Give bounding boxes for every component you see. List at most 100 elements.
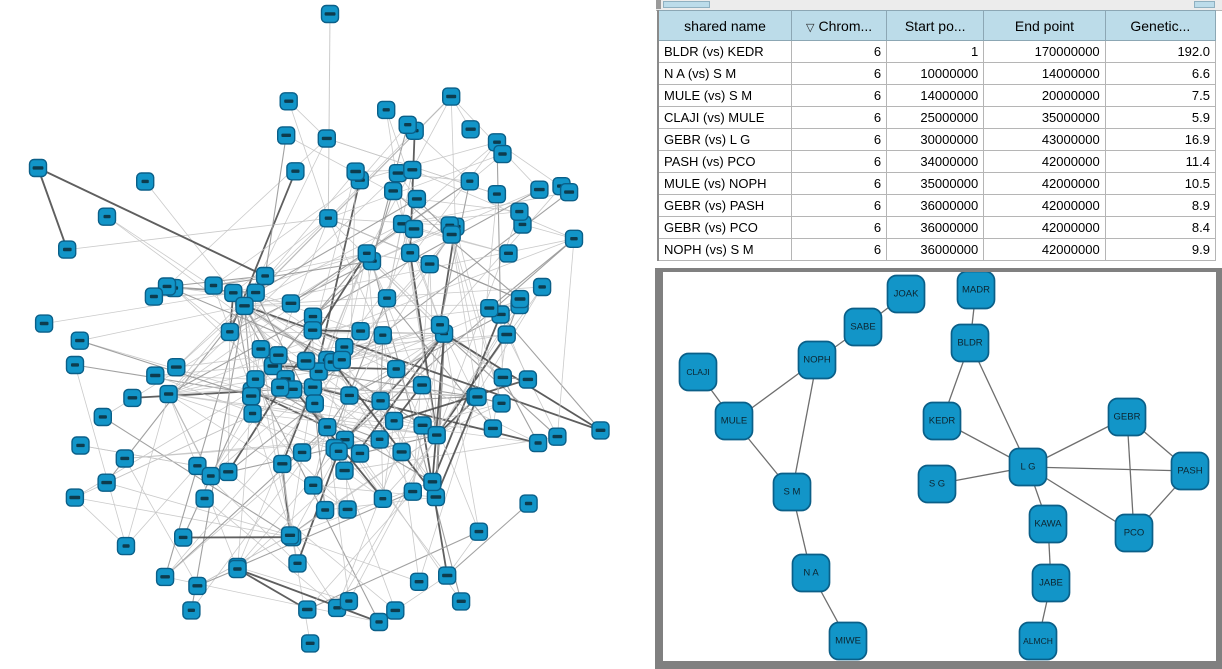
subnetwork-canvas[interactable]: JOAK MADR SABE BLDR NOPH CLAJI GEBR KEDR MULE L G… [663,272,1216,661]
network-edge[interactable] [386,169,413,299]
network-edge[interactable] [312,386,476,398]
network-edge[interactable] [500,314,504,378]
network-node[interactable] [97,473,116,492]
network-node[interactable] [480,299,499,318]
network-edge[interactable] [382,420,395,499]
network-node[interactable] [564,229,584,249]
subnetwork-node-pash[interactable]: PASH [1170,451,1210,491]
network-edge[interactable] [102,416,293,538]
network-node[interactable] [65,488,85,507]
network-edge[interactable] [237,568,308,611]
network-edge[interactable] [176,305,245,368]
network-node[interactable] [303,321,322,340]
network-node[interactable] [377,100,396,120]
subnetwork-edge[interactable] [969,342,1029,468]
network-node[interactable] [493,144,512,164]
network-node[interactable] [228,559,247,579]
network-node[interactable] [135,172,155,191]
network-edge[interactable] [168,189,540,395]
network-node[interactable] [34,314,54,333]
network-edge[interactable] [344,436,558,472]
network-node[interactable] [339,592,359,611]
network-edge[interactable] [252,218,329,414]
network-node[interactable] [469,522,489,541]
network-edge[interactable] [344,334,507,348]
network-edge[interactable] [386,297,494,429]
network-node[interactable] [413,416,432,435]
network-node[interactable] [115,449,135,468]
network-node[interactable] [292,443,312,462]
network-edge[interactable] [359,141,498,181]
network-edge[interactable] [166,285,343,361]
network-node[interactable] [246,370,265,389]
network-node[interactable] [510,289,530,309]
network-edge[interactable] [412,169,575,240]
network-node[interactable] [388,163,408,183]
network-node[interactable] [403,160,422,180]
network-node[interactable] [195,489,214,508]
subnetwork-node-noph[interactable]: NOPH [797,340,837,380]
network-node[interactable] [320,4,340,24]
network-node[interactable] [65,355,85,375]
network-node[interactable] [182,601,201,620]
column-header-end-point[interactable]: End point [983,10,1106,41]
network-node[interactable] [403,482,422,501]
network-node[interactable] [493,368,512,387]
network-node[interactable] [420,254,439,274]
network-edge[interactable] [385,109,418,200]
network-node[interactable] [461,120,480,139]
network-node[interactable] [146,366,165,385]
table-row[interactable]: MULE (vs) S M 6 14000000 20000000 7.5 [657,84,1217,107]
network-node[interactable] [251,340,271,359]
network-edge[interactable] [307,531,480,611]
network-node[interactable] [305,394,324,413]
network-node[interactable] [357,244,376,263]
network-node[interactable] [273,454,292,474]
network-node[interactable] [281,294,301,313]
subnetwork-node-joak[interactable]: JOAK [886,274,926,314]
subnetwork-node-kawa[interactable]: KAWA [1028,504,1068,544]
network-node[interactable] [235,296,254,316]
network-node[interactable] [58,240,77,259]
network-edge[interactable] [237,396,252,570]
network-node[interactable] [442,225,461,244]
network-node[interactable] [384,181,403,201]
network-node[interactable] [530,180,549,199]
network-edge[interactable] [213,179,361,286]
network-node[interactable] [188,576,207,596]
network-node[interactable] [468,387,487,407]
network-node[interactable] [243,404,262,423]
network-node[interactable] [255,266,275,286]
network-node[interactable] [288,554,307,573]
network-node[interactable] [71,436,90,455]
scrollbar-thumb-right[interactable] [1194,1,1215,8]
network-edge[interactable] [237,253,368,568]
network-node[interactable] [499,244,518,263]
network-node[interactable] [370,430,389,449]
network-edge[interactable] [213,253,367,286]
network-node[interactable] [423,472,442,492]
network-node[interactable] [438,566,457,585]
network-edge[interactable] [488,238,575,309]
network-node[interactable] [519,494,538,513]
network-edge[interactable] [328,217,411,254]
network-edge[interactable] [79,305,245,342]
network-node[interactable] [401,243,420,263]
network-edge[interactable] [382,396,476,500]
network-node[interactable] [373,489,393,508]
network-node[interactable] [159,384,178,404]
network-edge[interactable] [264,135,287,277]
network-node[interactable] [167,358,186,377]
network-node[interactable] [487,184,507,204]
column-header-shared-name[interactable]: shared name [657,10,793,41]
table-row[interactable]: N A (vs) S M 6 10000000 14000000 6.6 [657,62,1217,85]
network-node[interactable] [332,350,351,370]
network-edge[interactable] [237,439,346,568]
network-node[interactable] [442,87,461,106]
network-edge[interactable] [450,96,456,227]
subnetwork-node-kedr[interactable]: KEDR [922,401,962,441]
network-node[interactable] [319,209,338,228]
network-node[interactable] [241,387,261,406]
network-edge[interactable] [366,141,498,254]
table-row[interactable]: NOPH (vs) S M 6 36000000 42000000 9.9 [657,238,1217,261]
